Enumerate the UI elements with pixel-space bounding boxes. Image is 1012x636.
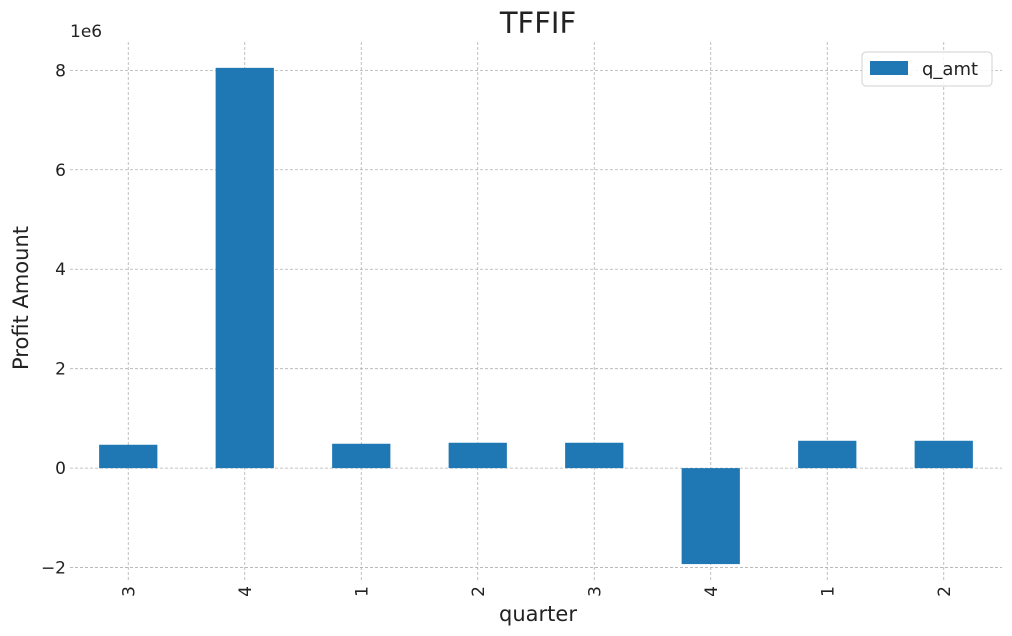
- legend-swatch: [870, 61, 908, 75]
- x-tick-label: 4: [236, 586, 256, 597]
- x-ticks: 3 4 1 2 3 4 1 2: [119, 586, 955, 597]
- y-tick-label: 6: [55, 161, 66, 181]
- bar: [914, 440, 973, 469]
- bar: [332, 443, 391, 469]
- x-axis-label: quarter: [499, 602, 577, 626]
- bar: [798, 440, 857, 469]
- x-tick-label: 4: [702, 586, 722, 597]
- x-tick-label: 3: [585, 586, 605, 597]
- y-axis-label: Profit Amount: [9, 226, 33, 370]
- bar: [565, 442, 624, 469]
- grid: [70, 42, 1002, 580]
- y-tick-label: 0: [55, 459, 66, 479]
- bars: [99, 67, 973, 565]
- bar: [681, 468, 740, 565]
- bar: [448, 442, 507, 469]
- y-tick-label: −2: [41, 559, 66, 579]
- bar: [215, 67, 274, 469]
- y-tick-label: 4: [55, 260, 66, 280]
- x-tick-label: 1: [352, 586, 372, 597]
- x-tick-label: 2: [469, 586, 489, 597]
- y-tick-label: 8: [55, 61, 66, 81]
- y-tick-label: 2: [55, 360, 66, 380]
- chart-title: TFFIF: [499, 6, 576, 40]
- y-ticks: −2 0 2 4 6 8: [41, 61, 66, 578]
- legend-frame: [861, 51, 993, 87]
- x-tick-label: 2: [935, 586, 955, 597]
- y-scale-multiplier: 1e6: [70, 22, 102, 42]
- x-tick-label: 1: [818, 586, 838, 597]
- legend: q_amt: [861, 51, 993, 87]
- legend-label: q_amt: [922, 59, 978, 80]
- x-tick-label: 3: [119, 586, 139, 597]
- bar: [99, 444, 158, 469]
